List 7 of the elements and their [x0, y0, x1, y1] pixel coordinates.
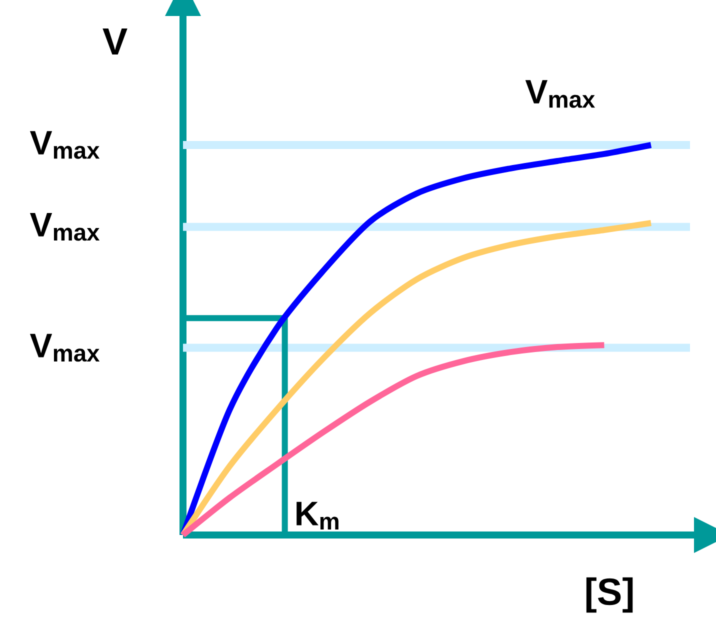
x-axis-title: [S] — [586, 577, 633, 613]
annotation: K$_{m}$ — [296, 502, 338, 530]
ref-line-label: V$_{max}$ — [30, 334, 100, 362]
ref-line-label: V$_{max}$ — [30, 213, 100, 241]
text: V$_{max}$ — [525, 80, 596, 108]
ref-line-label: V$_{max}$ — [30, 131, 100, 159]
y-axis-title: V — [102, 28, 128, 55]
